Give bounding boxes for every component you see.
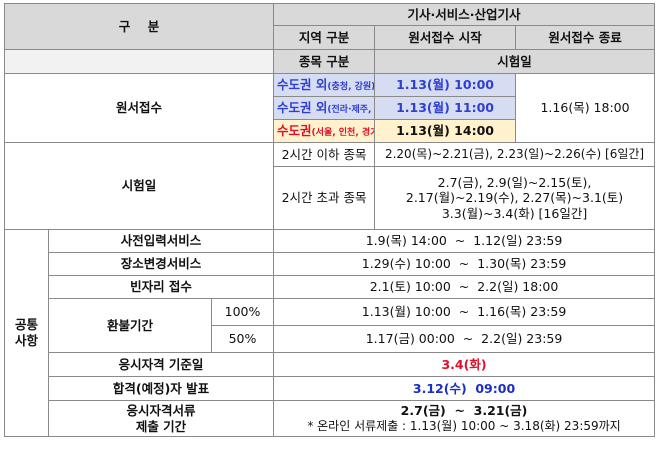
qual-date-value: 3.4(화) <box>273 352 656 377</box>
exam-short-dates: 2.20(목)~2.21(금), 2.23(일)~2.26(수) [6일간] <box>374 142 656 167</box>
refund-50-label: 50% <box>210 325 275 353</box>
header-reg-start: 원서접수 시작 <box>374 25 517 50</box>
common-label-1: 공통 <box>14 317 38 333</box>
qual-date-name: 응시자격 기준일 <box>47 352 275 377</box>
registration-start-2: 1.13(월) 11:00 <box>374 96 517 120</box>
common-row-name-1: 사전입력서비스 <box>47 229 275 253</box>
registration-start-3: 1.13(월) 14:00 <box>374 119 517 143</box>
docs-name-1: 응시자격서류 <box>126 402 196 418</box>
docs-period: 2.7(금) ~ 3.21(금) <box>400 403 528 419</box>
refund-100-value: 1.13(월) 10:00 ~ 1.16(목) 23:59 <box>273 298 656 326</box>
registration-end-time: 1.16(목) 18:00 <box>515 73 656 143</box>
header-gubun: 구 분 <box>3 3 275 50</box>
common-row-name-3: 빈자리 접수 <box>47 275 275 299</box>
exam-long-item: 2시간 초과 종목 <box>273 166 376 230</box>
exam-long-dates: 2.7(금), 2.9(일)~2.15(토), 2.17(월)~2.19(수),… <box>374 166 656 230</box>
docs-name-2: 제출 기간 <box>135 418 187 434</box>
refund-100-label: 100% <box>210 298 275 326</box>
header-category-title: 기사·서비스·산업기사 <box>273 3 656 26</box>
exam-long-dates-line-1: 2.7(금), 2.9(일)~2.15(토), <box>437 174 592 190</box>
common-row-name-2: 장소변경서비스 <box>47 252 275 276</box>
docs-value: 2.7(금) ~ 3.21(금) * 온라인 서류제출 : 1.13(월) 10… <box>273 400 656 437</box>
registration-region-2: 수도권 외(전라·제주, 경상) <box>273 96 376 120</box>
refund-name: 환불기간 <box>48 298 212 353</box>
registration-region-3: 수도권(서울, 인천, 경기) <box>273 119 376 143</box>
exam-short-item: 2시간 이하 종목 <box>273 142 376 167</box>
common-row-value-2: 1.29(수) 10:00 ~ 1.30(목) 23:59 <box>273 252 656 276</box>
refund-50-value: 1.17(금) 00:00 ~ 2.2(일) 23:59 <box>273 325 656 353</box>
common-label: 공통 사항 <box>4 229 49 437</box>
registration-start-1: 1.13(월) 10:00 <box>374 73 517 97</box>
common-row-value-3: 2.1(토) 10:00 ~ 2.2(일) 18:00 <box>273 275 656 299</box>
registration-label: 원서접수 <box>3 73 275 143</box>
exam-long-dates-line-3: 3.3(월)~3.4(화) [16일간] <box>441 205 588 221</box>
docs-note: * 온라인 서류제출 : 1.13(월) 10:00 ~ 3.18(화) 23:… <box>307 418 621 433</box>
exam-schedule-table: 구 분 기사·서비스·산업기사 지역 구분 원서접수 시작 원서접수 종료 종목… <box>3 3 656 437</box>
docs-name: 응시자격서류 제출 기간 <box>47 400 275 437</box>
common-label-2: 사항 <box>14 333 38 348</box>
announce-name: 합격(예정)자 발표 <box>47 376 275 401</box>
header-reg-end: 원서접수 종료 <box>515 25 656 50</box>
exam-long-dates-line-2: 2.17(월)~2.19(수), 2.27(목)~3.1(토) <box>405 190 624 206</box>
header-exam-day: 시험일 <box>374 49 656 74</box>
header-region: 지역 구분 <box>273 25 376 50</box>
announce-value: 3.12(수) 09:00 <box>273 376 656 401</box>
registration-region-1: 수도권 외(충청, 강원) <box>273 73 376 97</box>
common-row-value-1: 1.9(목) 14:00 ~ 1.12(일) 23:59 <box>273 229 656 253</box>
exam-label: 시험일 <box>3 142 275 230</box>
header-spacer <box>3 49 275 74</box>
header-item: 종목 구분 <box>273 49 376 74</box>
